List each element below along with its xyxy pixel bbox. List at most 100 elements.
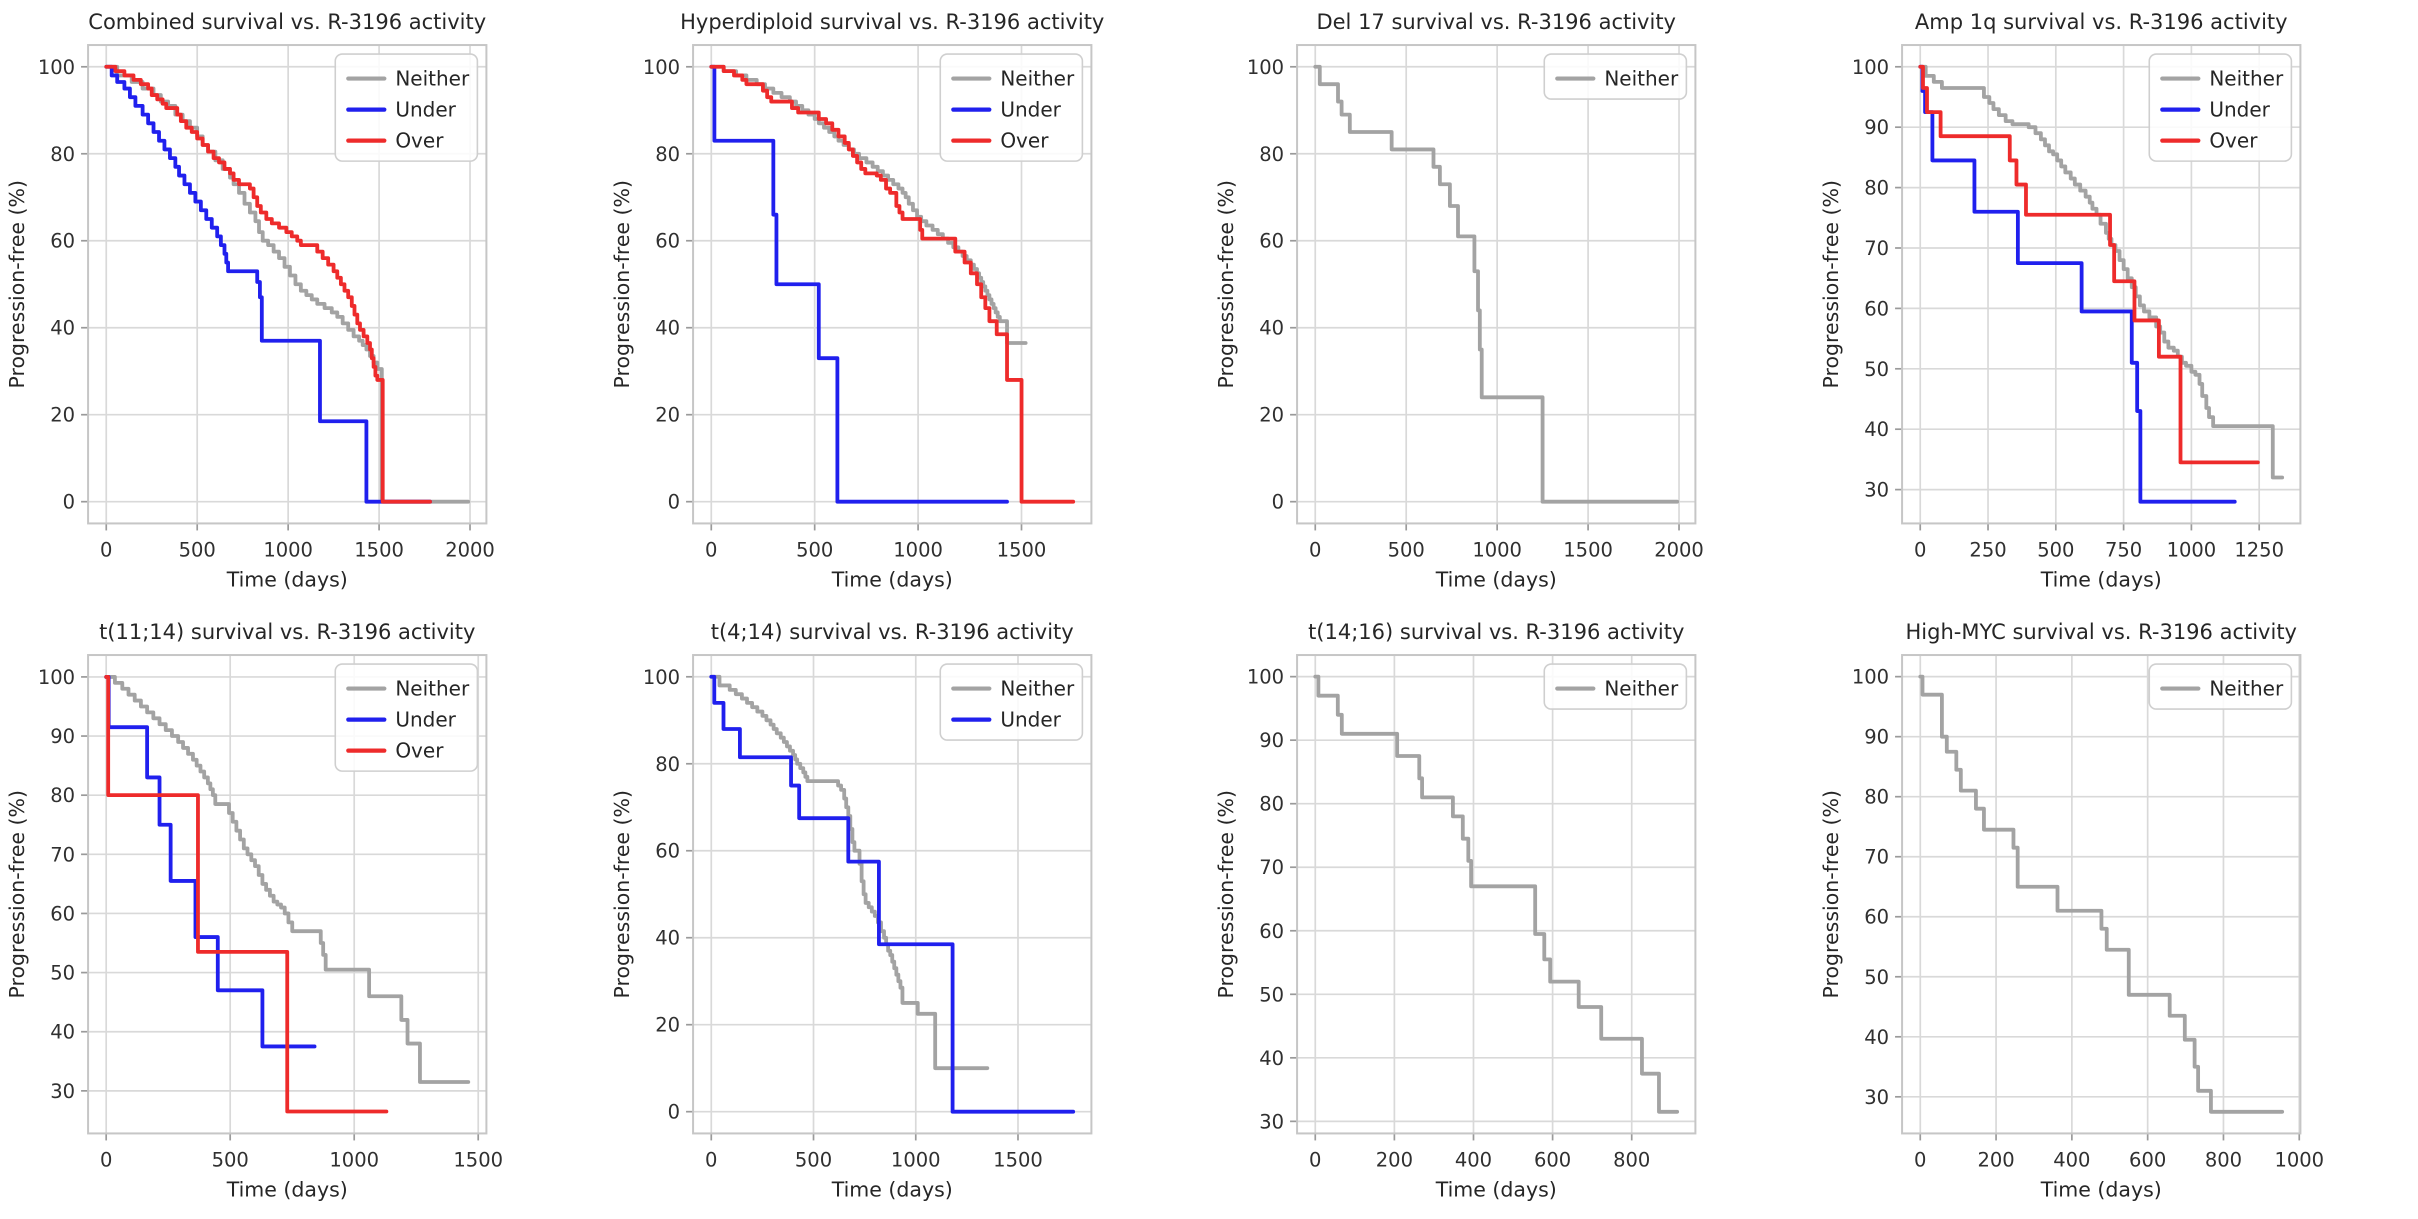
y-tick-label: 40	[1259, 317, 1284, 340]
plot-frame	[1297, 655, 1695, 1133]
x-tick-label: 500	[1388, 538, 1425, 561]
x-axis-label: Time (days)	[2039, 1177, 2161, 1201]
chart-title: Combined survival vs. R-3196 activity	[88, 9, 486, 34]
y-tick-label: 70	[1259, 856, 1284, 879]
x-axis-label: Time (days)	[226, 1177, 348, 1201]
y-axis-label: Progression-free (%)	[610, 789, 634, 998]
x-tick-label: 1500	[354, 538, 404, 561]
y-tick-label: 60	[655, 230, 680, 253]
y-tick-label: 30	[1864, 1085, 1889, 1108]
x-tick-label: 1000	[263, 538, 313, 561]
km-curve-neither	[1315, 67, 1677, 502]
legend-label-under: Under	[395, 98, 456, 122]
y-tick-label: 90	[1259, 729, 1284, 752]
y-tick-label: 60	[50, 902, 75, 925]
x-tick-label: 600	[2129, 1148, 2166, 1171]
x-tick-label: 0	[705, 538, 717, 561]
x-tick-label: 400	[2053, 1148, 2090, 1171]
y-tick-label: 90	[1864, 116, 1889, 139]
y-tick-label: 40	[655, 317, 680, 340]
y-tick-label: 100	[642, 665, 679, 688]
y-tick-label: 20	[655, 404, 680, 427]
y-tick-label: 80	[1864, 177, 1889, 200]
y-tick-label: 0	[1272, 491, 1284, 514]
y-tick-label: 100	[1247, 665, 1284, 688]
y-tick-label: 80	[1259, 143, 1284, 166]
x-tick-label: 0	[1914, 1148, 1926, 1171]
chart-title: t(11;14) survival vs. R-3196 activity	[99, 619, 475, 644]
y-tick-label: 80	[50, 784, 75, 807]
x-axis-label: Time (days)	[1435, 567, 1557, 591]
x-tick-label: 0	[1914, 538, 1926, 561]
y-tick-label: 40	[1864, 418, 1889, 441]
km-curve-neither	[1920, 676, 2282, 1111]
legend-label-neither: Neither	[395, 676, 470, 700]
y-tick-label: 60	[1259, 919, 1284, 942]
y-tick-label: 80	[655, 752, 680, 775]
legend-label-neither: Neither	[1000, 67, 1075, 91]
y-axis-label: Progression-free (%)	[1819, 789, 1843, 998]
y-tick-label: 70	[1864, 845, 1889, 868]
y-tick-label: 70	[50, 843, 75, 866]
legend-label-neither: Neither	[1604, 676, 1679, 700]
x-axis-label: Time (days)	[226, 567, 348, 591]
y-tick-label: 80	[1864, 785, 1889, 808]
y-tick-label: 100	[1851, 665, 1888, 688]
legend-label-under: Under	[2209, 98, 2270, 122]
x-axis-label: Time (days)	[830, 567, 952, 591]
y-tick-label: 60	[1864, 297, 1889, 320]
y-tick-label: 90	[50, 725, 75, 748]
y-tick-label: 20	[1259, 404, 1284, 427]
y-tick-label: 60	[50, 230, 75, 253]
x-tick-label: 2000	[445, 538, 495, 561]
x-tick-label: 1500	[996, 538, 1046, 561]
x-tick-label: 1500	[993, 1148, 1043, 1171]
y-tick-label: 100	[38, 665, 75, 688]
x-tick-label: 400	[1455, 1148, 1492, 1171]
x-tick-label: 2000	[1654, 538, 1704, 561]
y-tick-label: 100	[1851, 56, 1888, 79]
legend-label-over: Over	[395, 129, 444, 153]
y-axis-label: Progression-free (%)	[1819, 180, 1843, 389]
x-tick-label: 1500	[1563, 538, 1613, 561]
y-tick-label: 50	[1864, 358, 1889, 381]
plot-frame	[1902, 655, 2300, 1133]
y-tick-label: 60	[655, 839, 680, 862]
plot-frame	[1297, 45, 1695, 523]
chart-title: Amp 1q survival vs. R-3196 activity	[1914, 9, 2287, 34]
y-tick-label: 30	[50, 1079, 75, 1102]
x-axis-label: Time (days)	[2039, 567, 2161, 591]
legend-label-under: Under	[395, 707, 456, 731]
y-tick-label: 40	[655, 926, 680, 949]
y-axis-label: Progression-free (%)	[610, 180, 634, 389]
y-axis-label: Progression-free (%)	[5, 789, 29, 998]
legend-label-under: Under	[1000, 98, 1061, 122]
y-tick-label: 30	[1259, 1110, 1284, 1133]
y-tick-label: 80	[655, 143, 680, 166]
x-tick-label: 0	[100, 1148, 112, 1171]
x-axis-label: Time (days)	[1435, 1177, 1557, 1201]
legend-label-neither: Neither	[2209, 676, 2284, 700]
legend-label-over: Over	[1000, 129, 1049, 153]
x-tick-label: 1000	[2274, 1148, 2324, 1171]
chart-title: t(14;16) survival vs. R-3196 activity	[1308, 619, 1684, 644]
x-tick-label: 0	[1309, 538, 1321, 561]
y-tick-label: 100	[38, 56, 75, 79]
x-tick-label: 1000	[890, 1148, 940, 1171]
x-tick-label: 500	[796, 538, 833, 561]
x-tick-label: 1000	[329, 1148, 379, 1171]
y-tick-label: 50	[50, 961, 75, 984]
y-tick-label: 100	[642, 56, 679, 79]
x-tick-label: 1000	[893, 538, 943, 561]
chart-title: High-MYC survival vs. R-3196 activity	[1905, 619, 2297, 644]
